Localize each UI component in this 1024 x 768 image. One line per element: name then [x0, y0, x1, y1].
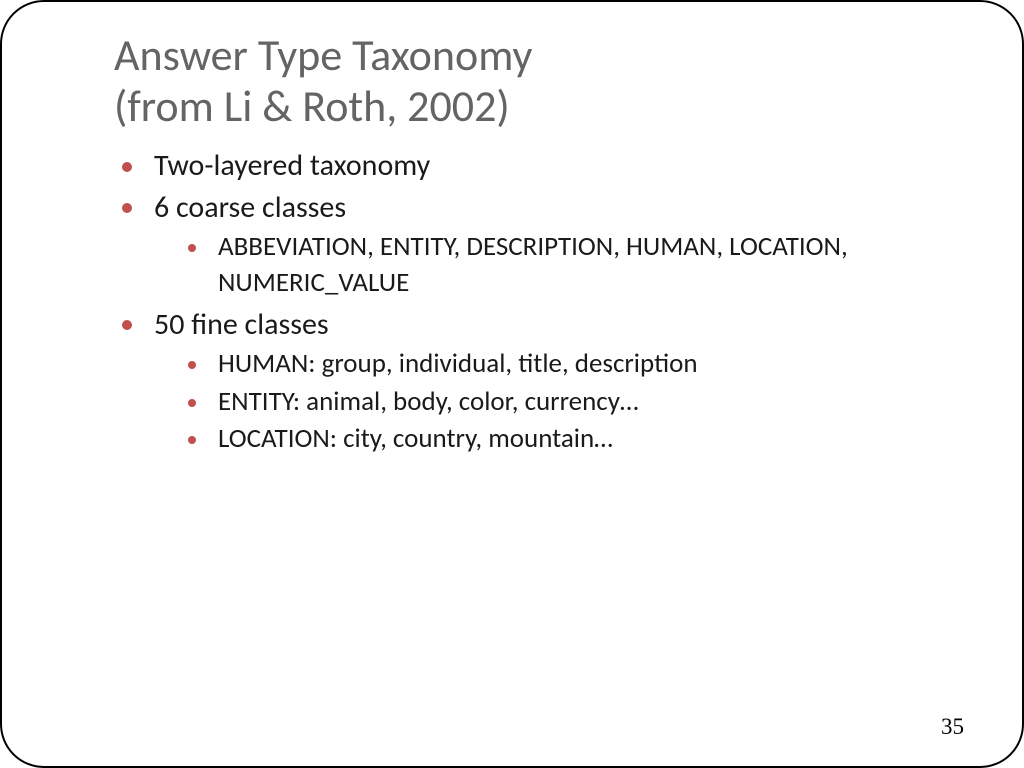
page-number: 35 [941, 714, 964, 740]
sub-bullet-list: HUMAN: group, individual, title, descrip… [154, 346, 982, 457]
bullet-text: 6 coarse classes [154, 189, 346, 226]
sub-bullet-text: LOCATION: city, country, mountain… [218, 422, 613, 455]
sub-bullet-item: LOCATION: city, country, mountain… [188, 421, 948, 457]
slide-title: Answer Type Taxonomy (from Li & Roth, 20… [114, 30, 982, 132]
bullet-item: 6 coarse classes ABBEVIATION, ENTITY, DE… [120, 188, 982, 301]
sub-bullet-list: ABBEVIATION, ENTITY, DESCRIPTION, HUMAN,… [154, 229, 982, 300]
sub-bullet-text: HUMAN: group, individual, title, descrip… [218, 347, 698, 380]
bullet-item: 50 fine classes HUMAN: group, individual… [120, 305, 982, 457]
sub-bullet-item: HUMAN: group, individual, title, descrip… [188, 346, 948, 382]
slide-body: Two-layered taxonomy 6 coarse classes AB… [120, 146, 982, 457]
bullet-list: Two-layered taxonomy 6 coarse classes AB… [120, 146, 982, 457]
sub-bullet-item: ABBEVIATION, ENTITY, DESCRIPTION, HUMAN,… [188, 229, 948, 300]
bullet-text: Two-layered taxonomy [154, 147, 430, 184]
title-line-2: (from Li & Roth, 2002) [114, 81, 982, 132]
bullet-item: Two-layered taxonomy [120, 146, 982, 186]
title-line-1: Answer Type Taxonomy [114, 30, 982, 81]
sub-bullet-item: ENTITY: animal, body, color, currency… [188, 384, 948, 420]
sub-bullet-text: ENTITY: animal, body, color, currency… [218, 385, 639, 418]
slide-frame: Answer Type Taxonomy (from Li & Roth, 20… [0, 0, 1024, 768]
sub-bullet-text: ABBEVIATION, ENTITY, DESCRIPTION, HUMAN,… [218, 230, 848, 299]
bullet-text: 50 fine classes [154, 306, 329, 343]
